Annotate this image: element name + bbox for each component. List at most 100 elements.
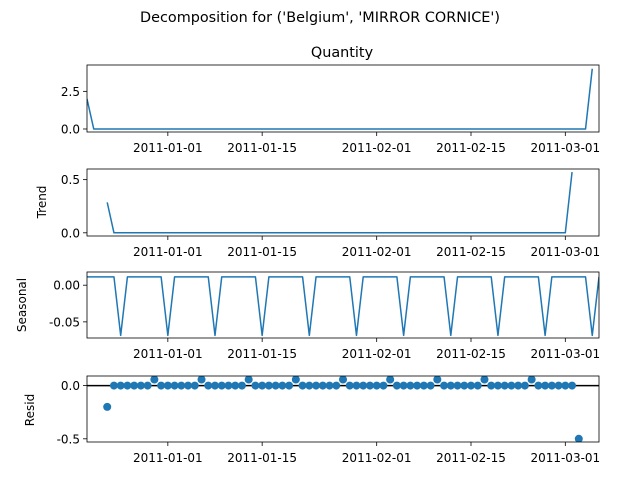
- observed-ytick-label: 2.5: [61, 85, 80, 99]
- resid-point: [170, 381, 179, 390]
- resid-point: [568, 381, 577, 390]
- seasonal-xtick-label: 2011-02-01: [342, 347, 412, 361]
- resid-point: [116, 381, 125, 390]
- observed-xtick-label: 2011-03-01: [530, 141, 600, 155]
- resid-point: [258, 381, 267, 390]
- resid-point: [520, 381, 529, 390]
- resid-point: [123, 381, 132, 390]
- resid-axes-frame: [86, 375, 600, 443]
- seasonal-marks: [87, 276, 599, 337]
- resid-point: [184, 381, 193, 390]
- seasonal-ytick-label: 0.00: [53, 279, 80, 293]
- resid-point: [278, 381, 287, 390]
- trend-ytick-label: 0.5: [61, 173, 80, 187]
- seasonal-xtick-label: 2011-02-15: [436, 347, 506, 361]
- panel-resid: Resid 0.0 -0.5 2011-01-01 2011-01-15 2011-02…: [23, 375, 600, 465]
- trend-xtick-label: 2011-01-15: [227, 245, 297, 259]
- resid-xtick-label: 2011-01-15: [227, 451, 297, 465]
- resid-point: [419, 381, 428, 390]
- panel-observed-title: Quantity: [311, 45, 374, 61]
- resid-point: [365, 381, 374, 390]
- trend-xtick-label: 2011-02-01: [342, 245, 412, 259]
- resid-point: [467, 381, 475, 390]
- resid-point: [177, 381, 186, 390]
- resid-point: [312, 381, 321, 390]
- figure-title: Decomposition for ('Belgium', 'MIRROR CO…: [140, 10, 500, 26]
- panel-seasonal: Seasonal 0.00 -0.05 2011-01-01 2011-01-15 20…: [15, 271, 600, 361]
- resid-point: [453, 381, 462, 390]
- resid-point: [547, 381, 556, 390]
- resid-point: [190, 381, 199, 390]
- resid-point: [413, 381, 422, 390]
- panel-trend-ylabel: Trend: [35, 186, 49, 220]
- resid-point: [406, 381, 415, 390]
- panel-observed: Quantity 0.0 2.5 2011-01-01 2011-01-15 2011-…: [61, 45, 600, 155]
- resid-point: [231, 381, 240, 390]
- seasonal-xtick-label: 2011-01-01: [133, 347, 203, 361]
- observed-axes-frame: [86, 64, 600, 133]
- resid-point: [244, 376, 253, 384]
- resid-point: [136, 381, 145, 390]
- resid-point: [440, 381, 449, 390]
- resid-point: [480, 376, 489, 384]
- observed-xtick-label: 2011-01-01: [133, 141, 203, 155]
- resid-point: [211, 381, 219, 390]
- resid-xtick-label: 2011-01-01: [133, 451, 203, 465]
- resid-point: [473, 381, 482, 390]
- resid-point: [359, 381, 368, 390]
- trend-ytick-label: 0.0: [61, 226, 80, 240]
- resid-point: [574, 434, 583, 442]
- resid-point: [561, 381, 570, 390]
- seasonal-series-line: [87, 276, 599, 337]
- trend-xtick-label: 2011-03-01: [530, 245, 600, 259]
- resid-point: [500, 381, 509, 390]
- resid-point: [224, 381, 233, 390]
- resid-point: [318, 381, 327, 390]
- resid-xtick-label: 2011-03-01: [530, 451, 600, 465]
- trend-xtick-label: 2011-01-01: [133, 245, 203, 259]
- resid-point: [507, 381, 516, 390]
- seasonal-axes-frame: [86, 271, 600, 339]
- seasonal-xtick-label: 2011-01-15: [227, 347, 297, 361]
- observed-xtick-label: 2011-02-15: [436, 141, 506, 155]
- resid-point: [493, 381, 502, 390]
- panel-trend: Trend 0.0 0.5 2011-01-01 2011-01-15 2011-02-…: [35, 168, 600, 259]
- resid-point: [332, 381, 341, 390]
- observed-marks: [87, 68, 594, 130]
- resid-point: [541, 381, 550, 390]
- seasonal-xtick-label: 2011-03-01: [530, 347, 600, 361]
- resid-point: [150, 376, 159, 384]
- resid-point: [426, 381, 435, 390]
- resid-point: [352, 381, 361, 390]
- seasonal-ytick-label: -0.05: [49, 315, 80, 329]
- panel-observed-plot: 0.0 2.5 2011-01-01 2011-01-15 2011-02-01 2011…: [61, 64, 600, 155]
- resid-xtick-label: 2011-02-15: [436, 451, 506, 465]
- resid-point: [305, 381, 314, 390]
- resid-ytick-label: 0.0: [61, 379, 80, 393]
- panel-resid-ylabel: Resid: [23, 394, 37, 426]
- panel-trend-plot: 0.0 0.5 2011-01-01 2011-01-15 2011-02-01 2011…: [61, 168, 600, 259]
- resid-point: [379, 381, 388, 390]
- resid-point: [217, 381, 226, 390]
- trend-axes-frame: [86, 168, 600, 237]
- resid-point: [204, 381, 213, 390]
- resid-point: [291, 376, 300, 384]
- observed-ytick-label: 0.0: [61, 122, 80, 136]
- resid-point: [197, 376, 206, 384]
- resid-point: [285, 381, 294, 390]
- resid-point: [325, 381, 334, 390]
- resid-point: [487, 381, 496, 390]
- resid-point: [460, 381, 469, 390]
- panel-resid-plot: 0.0 -0.5 2011-01-01 2011-01-15 2011-02-01 201…: [57, 375, 600, 465]
- resid-point: [399, 381, 408, 390]
- observed-series-line: [87, 68, 594, 130]
- resid-ytick-label: -0.5: [57, 432, 80, 446]
- resid-point: [163, 381, 172, 390]
- resid-point: [264, 381, 273, 390]
- resid-point: [372, 381, 381, 390]
- panel-seasonal-ylabel: Seasonal: [15, 278, 29, 332]
- resid-point: [554, 381, 563, 390]
- resid-point: [271, 381, 280, 390]
- resid-point: [386, 376, 395, 384]
